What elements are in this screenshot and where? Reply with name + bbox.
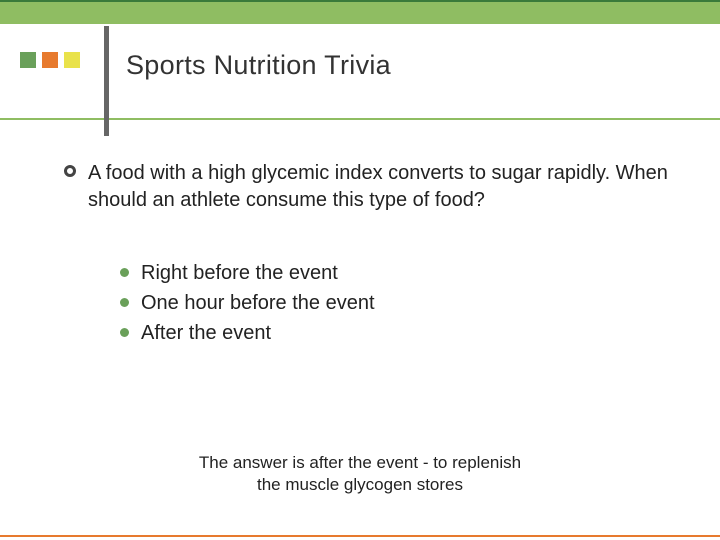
decorative-squares [20, 52, 80, 68]
dot-bullet-icon [120, 298, 129, 307]
list-item: After the event [120, 320, 670, 346]
header-top-line [0, 0, 720, 2]
square-orange [42, 52, 58, 68]
question-block: A food with a high glycemic index conver… [64, 160, 670, 214]
dot-bullet-icon [120, 328, 129, 337]
options-list: Right before the event One hour before t… [120, 260, 670, 346]
content-area: A food with a high glycemic index conver… [64, 160, 670, 350]
footer-line [0, 535, 720, 537]
option-label: Right before the event [141, 260, 338, 286]
answer-line-2: the muscle glycogen stores [257, 475, 463, 494]
option-label: One hour before the event [141, 290, 375, 316]
list-item: One hour before the event [120, 290, 670, 316]
question-text: A food with a high glycemic index conver… [88, 160, 670, 214]
ring-bullet-icon [64, 165, 76, 177]
dot-bullet-icon [120, 268, 129, 277]
answer-text: The answer is after the event - to reple… [0, 452, 720, 496]
answer-line-1: The answer is after the event - to reple… [199, 453, 521, 472]
option-label: After the event [141, 320, 271, 346]
square-green [20, 52, 36, 68]
list-item: Right before the event [120, 260, 670, 286]
slide-title: Sports Nutrition Trivia [126, 50, 391, 81]
vertical-divider [104, 26, 109, 136]
square-yellow [64, 52, 80, 68]
